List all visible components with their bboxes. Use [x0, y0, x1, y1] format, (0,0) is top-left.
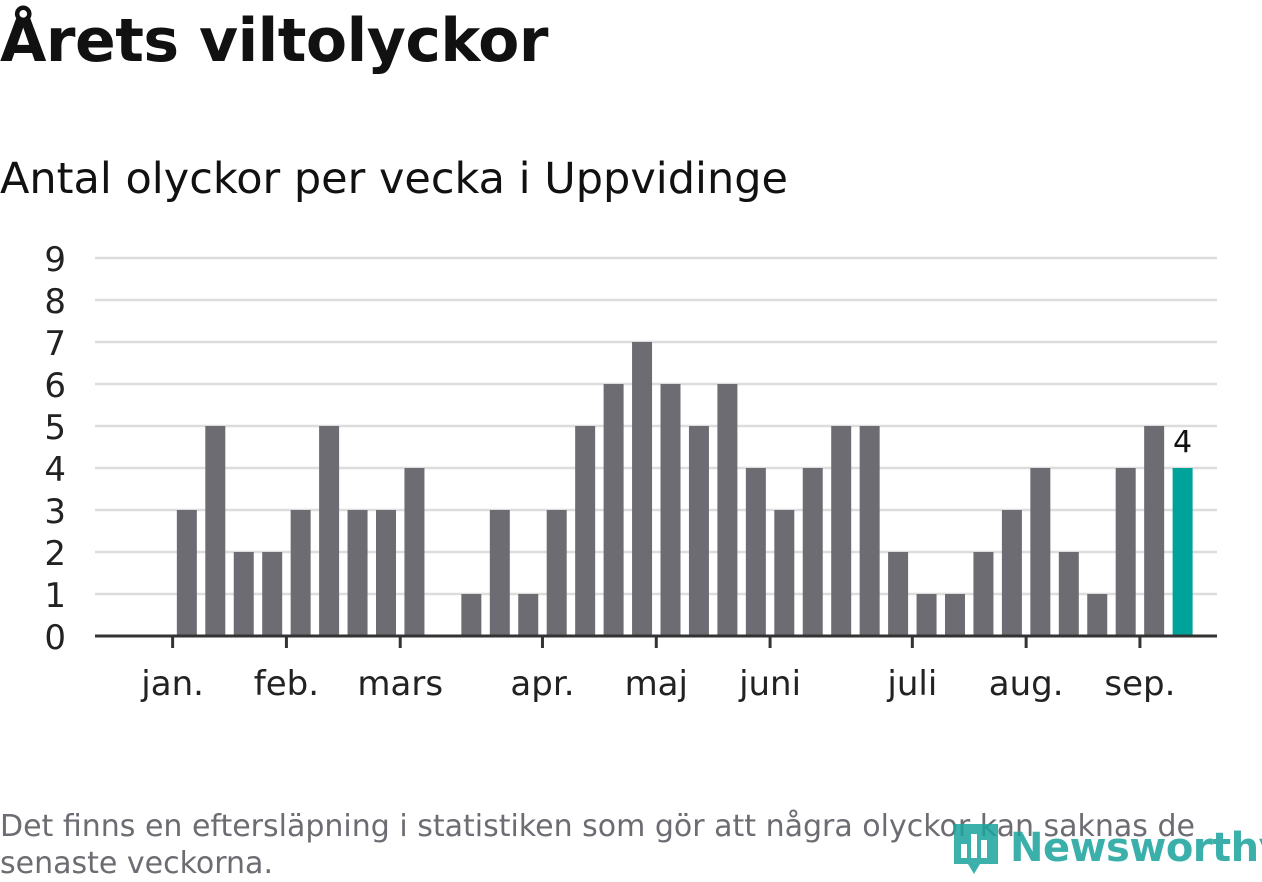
x-axis-month-labels: jan. feb. mars apr. maj juni juli aug. sep.: [140, 636, 1175, 704]
y-tick-label: 2: [44, 534, 66, 574]
x-tick-label: feb.: [254, 664, 319, 704]
bars: [176, 342, 1193, 636]
data-label-last-week: 4: [1173, 425, 1192, 460]
x-tick-label: juni: [738, 664, 801, 704]
bar: [262, 552, 283, 636]
bar: [1115, 468, 1136, 636]
bar: [518, 594, 539, 636]
x-tick-label: sep.: [1104, 664, 1175, 704]
x-tick-label: mars: [357, 664, 443, 704]
x-tick-label: maj: [625, 664, 688, 704]
bar: [1001, 510, 1022, 636]
bar: [973, 552, 994, 636]
bar: [632, 342, 653, 636]
y-tick-label: 5: [44, 408, 66, 448]
bar: [319, 426, 340, 636]
bar-highlight: [1172, 468, 1193, 636]
y-tick-label: 9: [44, 240, 66, 280]
bar: [489, 510, 510, 636]
bar: [859, 426, 880, 636]
x-tick-label: aug.: [989, 664, 1064, 704]
bar: [575, 426, 596, 636]
bar: [1144, 426, 1165, 636]
brand-name: Newsworthy: [1010, 825, 1262, 871]
bar: [347, 510, 368, 636]
bar: [603, 384, 624, 636]
bar: [745, 468, 766, 636]
x-tick-label: juli: [886, 664, 937, 704]
bar: [688, 426, 709, 636]
bar: [945, 594, 965, 636]
bar: [888, 552, 909, 636]
brand-logo: Newsworthy: [950, 818, 1262, 878]
bar: [1087, 594, 1108, 636]
bar: [546, 510, 567, 636]
y-tick-label: 4: [44, 450, 66, 490]
y-tick-label: 7: [44, 324, 66, 364]
chart-subtitle: Antal olyckor per vecka i Uppvidinge: [0, 154, 788, 204]
bar: [802, 468, 823, 636]
bar: [461, 594, 482, 636]
bar: [376, 510, 396, 636]
y-tick-label: 1: [44, 576, 66, 616]
bar: [774, 510, 795, 636]
grid-lines: [95, 256, 1217, 596]
chart-title: Årets viltolyckor: [0, 6, 549, 76]
bar: [404, 468, 425, 636]
bar: [176, 510, 197, 636]
bar: [916, 594, 937, 636]
x-tick-label: apr.: [510, 664, 574, 704]
y-tick-label: 0: [44, 618, 66, 658]
bar: [233, 552, 254, 636]
bar: [831, 426, 852, 636]
y-tick-label: 6: [44, 366, 66, 406]
x-tick-label: jan.: [140, 664, 204, 704]
bar-chart-icon: [954, 824, 998, 874]
bar: [1030, 468, 1051, 636]
y-tick-label: 8: [44, 282, 66, 322]
bar: [1058, 552, 1079, 636]
bar: [290, 510, 311, 636]
bar: [660, 384, 681, 636]
y-tick-label: 3: [44, 492, 66, 532]
bar: [717, 384, 738, 636]
bar: [205, 426, 226, 636]
data-labels: 4: [1173, 425, 1192, 460]
